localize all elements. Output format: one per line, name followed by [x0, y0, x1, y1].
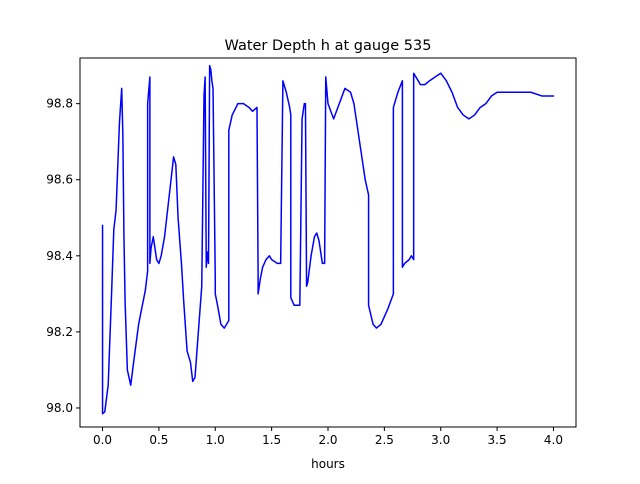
y-tick-label: 98.8: [46, 97, 73, 111]
y-tick-label: 98.6: [46, 173, 73, 187]
x-tick-label: 0.0: [93, 433, 112, 447]
x-tick-label: 2.0: [318, 433, 337, 447]
x-tick-label: 4.0: [544, 433, 563, 447]
x-tick-label: 2.5: [375, 433, 394, 447]
x-tick-label: 0.5: [149, 433, 168, 447]
x-tick-label: 1.0: [206, 433, 225, 447]
series-line-0: [101, 64, 555, 415]
x-axis-ticks: 0.0 0.5 1.0 1.5 2.0 2.5 3.0 3.5 4.0: [93, 427, 563, 447]
y-tick-label: 98.4: [46, 249, 73, 263]
x-tick-label: 3.0: [431, 433, 450, 447]
x-axis-label: hours: [311, 457, 345, 471]
y-tick-label: 98.0: [46, 401, 73, 415]
y-tick-label: 98.2: [46, 325, 73, 339]
x-tick-label: 1.5: [262, 433, 281, 447]
x-tick-label: 3.5: [488, 433, 507, 447]
chart-title: Water Depth h at gauge 535: [225, 38, 432, 54]
y-axis-ticks: 98.0 98.2 98.4 98.6 98.8: [46, 97, 80, 415]
